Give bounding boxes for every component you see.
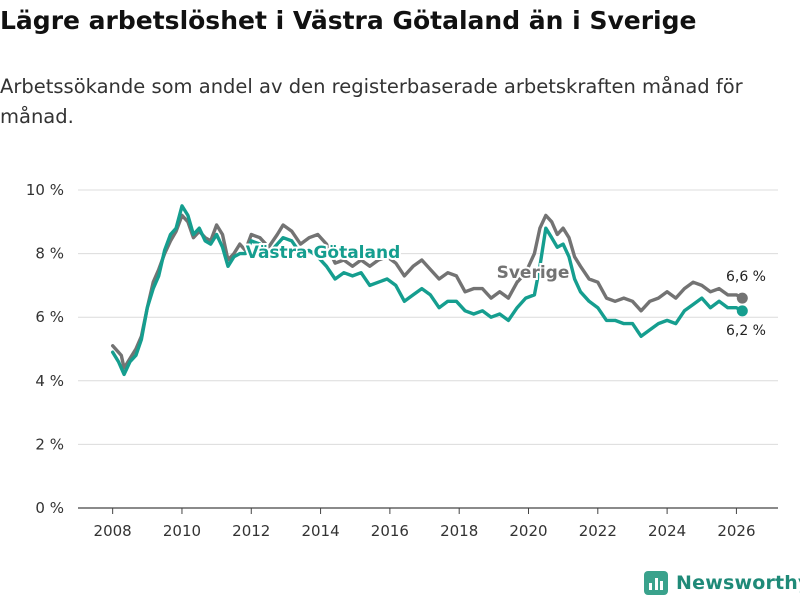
x-tick-label: 2008 — [94, 522, 132, 540]
x-tick-label: 2016 — [371, 522, 409, 540]
y-tick-label: 10 % — [26, 181, 64, 199]
series-line-vastra-gotaland — [110, 204, 744, 377]
end-point-vastra-gotaland — [736, 305, 748, 317]
end-label-vastra-gotaland: 6,2 % — [726, 323, 766, 339]
y-axis: 0 % 2 % 4 % 6 % 8 % 10 % — [26, 181, 64, 517]
x-tick-label: 2010 — [163, 522, 201, 540]
newsworthy-logo: Newsworthy — [644, 568, 800, 598]
series-line-sverige — [110, 213, 744, 370]
x-tick-label: 2024 — [648, 522, 686, 540]
x-tick-label: 2014 — [301, 522, 339, 540]
y-tick-label: 8 % — [35, 245, 64, 263]
end-point-sverige — [736, 292, 748, 304]
series-label-sverige: Sverige — [497, 263, 570, 283]
x-tick-label: 2018 — [440, 522, 478, 540]
chart-subtitle: Arbetssökande som andel av den registerb… — [0, 75, 743, 128]
x-tick-label: 2012 — [232, 522, 270, 540]
y-tick-label: 4 % — [35, 372, 64, 390]
grid-lines — [78, 189, 778, 509]
end-label-sverige: 6,6 % — [726, 269, 766, 285]
y-tick-label: 0 % — [35, 499, 64, 517]
series-lines — [110, 204, 748, 377]
chart-title: Lägre arbetslöshet i Västra Götaland än … — [0, 6, 697, 35]
y-tick-label: 2 % — [35, 435, 64, 453]
series-labels: Sverige Västra Götaland 6,6 % 6,2 % — [244, 241, 768, 340]
x-tick-label: 2026 — [717, 522, 755, 540]
brand-name: Newsworthy — [676, 572, 800, 594]
x-axis: 2008 2010 2012 2014 2016 2018 2020 2022 2024 2026 — [94, 508, 756, 540]
series-label-vastra-gotaland: Västra Götaland — [246, 243, 401, 263]
x-tick-label: 2022 — [579, 522, 617, 540]
bar-chart-icon — [644, 571, 668, 595]
y-tick-label: 6 % — [35, 308, 64, 326]
x-tick-label: 2020 — [509, 522, 547, 540]
